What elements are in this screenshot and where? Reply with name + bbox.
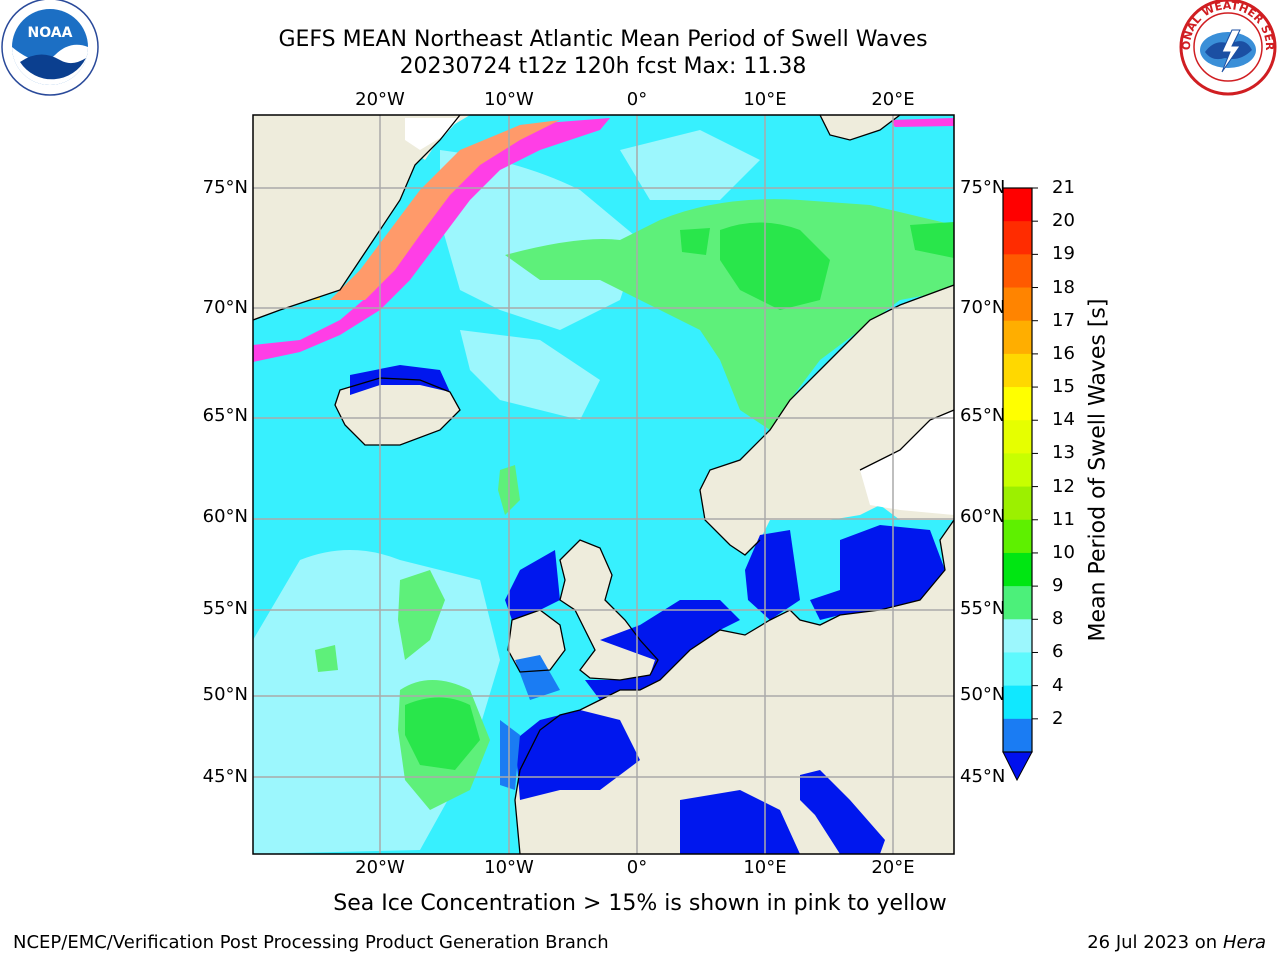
colorbar-band (1003, 552, 1032, 587)
lat-label-left: 55°N (202, 598, 248, 619)
colorbar-tick-label: 19 (1052, 243, 1075, 265)
colorbar-band (1003, 718, 1032, 753)
lon-label-bottom: 10°E (743, 857, 787, 878)
colorbar-tick-label: 12 (1052, 475, 1075, 497)
colorbar (1003, 188, 1032, 753)
colorbar-band (1003, 320, 1032, 355)
colorbar-band (1003, 387, 1032, 421)
chart-subtitle: 20230724 t12z 120h fcst Max: 11.38 (399, 54, 807, 79)
noaa-logo-text: NOAA (28, 25, 73, 41)
svalbard-land (820, 115, 900, 140)
colorbar-band (1003, 619, 1032, 653)
coastlines (253, 115, 954, 854)
lon-label-top: 10°W (484, 89, 534, 110)
lat-label-left: 50°N (202, 684, 248, 705)
ireland-land (508, 610, 565, 672)
colorbar-band (1003, 420, 1032, 454)
colorbar-band (1003, 519, 1032, 554)
colorbar-band (1003, 486, 1032, 521)
colorbar-tick-label: 11 (1052, 508, 1075, 530)
colorbar-title: Mean Period of Swell Waves [s] (1085, 298, 1111, 642)
greenland-land (253, 115, 460, 320)
colorbar-tick-label: 17 (1052, 309, 1075, 331)
colorbar-band (1003, 586, 1032, 620)
iceland-land (335, 378, 460, 445)
map-frame (252, 114, 955, 855)
colorbar-band (1003, 453, 1032, 488)
colorbar-tick-label: 8 (1052, 608, 1064, 630)
colorbar-band (1003, 652, 1032, 687)
lat-label-left: 70°N (202, 297, 248, 318)
colorbar-tick-label: 6 (1052, 641, 1064, 663)
colorbar-tick-label: 15 (1052, 376, 1075, 398)
swell-light-cyan-regions (253, 130, 760, 854)
lat-label-right: 60°N (960, 506, 1006, 527)
colorbar-band (1003, 287, 1032, 322)
gulf-of-bothnia (860, 410, 954, 515)
colorbar-extend-arrow (1002, 751, 1033, 782)
lat-label-right: 45°N (960, 766, 1006, 787)
colorbar-band (1003, 188, 1032, 222)
footer-credit: NCEP/EMC/Verification Post Processing Pr… (13, 932, 609, 953)
colorbar-tick-label: 16 (1052, 342, 1075, 364)
colorbar-tick-label: 4 (1052, 674, 1064, 696)
nws-logo-text: NATIONAL WEATHER SERVICE (0, 0, 1276, 51)
lon-label-bottom: 20°E (871, 857, 915, 878)
lat-label-right: 65°N (960, 405, 1006, 426)
lon-label-bottom: 10°W (484, 857, 534, 878)
map-area (253, 115, 954, 854)
graticule (253, 115, 954, 854)
lat-label-left: 60°N (202, 506, 248, 527)
sea-ice-note: Sea Ice Concentration > 15% is shown in … (333, 891, 947, 916)
lon-label-top: 0° (626, 89, 648, 110)
swell-blue-regions (350, 365, 945, 854)
lat-label-right: 75°N (960, 177, 1006, 198)
colorbar-band (1003, 221, 1032, 255)
colorbar-tick-label: 21 (1052, 177, 1075, 198)
colorbar-tick-label: 20 (1052, 210, 1075, 232)
colorbar-band (1003, 353, 1032, 388)
colorbar-band (1003, 685, 1032, 720)
footer-machine: Hera (1222, 932, 1266, 953)
colorbar-band (1003, 254, 1032, 289)
colorbar-frame (1002, 187, 1033, 753)
footer-date-text: 26 Jul 2023 on (1087, 932, 1223, 953)
colorbar-tick-label: 2 (1052, 707, 1064, 729)
lon-label-top: 20°W (355, 89, 405, 110)
colorbar-tick-label: 9 (1052, 575, 1064, 597)
lat-label-left: 45°N (202, 766, 248, 787)
colorbar-tick-label: 18 (1052, 276, 1075, 298)
lon-label-bottom: 0° (626, 857, 648, 878)
lon-label-top: 10°E (743, 89, 787, 110)
lat-label-right: 70°N (960, 297, 1006, 318)
lat-label-left: 75°N (202, 177, 248, 198)
lat-label-right: 50°N (960, 684, 1006, 705)
footer-date: 26 Jul 2023 on Hera (1087, 932, 1266, 954)
lon-label-top: 20°E (871, 89, 915, 110)
lon-label-bottom: 20°W (355, 857, 405, 878)
colorbar-tick-label: 10 (1052, 541, 1075, 563)
lat-label-right: 55°N (960, 598, 1006, 619)
lat-label-left: 65°N (202, 405, 248, 426)
nws-logo: NATIONAL WEATHER SERVICE (0, 0, 1277, 96)
noaa-logo: NOAA (1, 0, 99, 96)
colorbar-tick-label: 14 (1052, 409, 1075, 431)
chart-title: GEFS MEAN Northeast Atlantic Mean Period… (278, 27, 928, 52)
colorbar-ticks (1032, 187, 1038, 720)
colorbar-tick-label: 13 (1052, 442, 1075, 464)
